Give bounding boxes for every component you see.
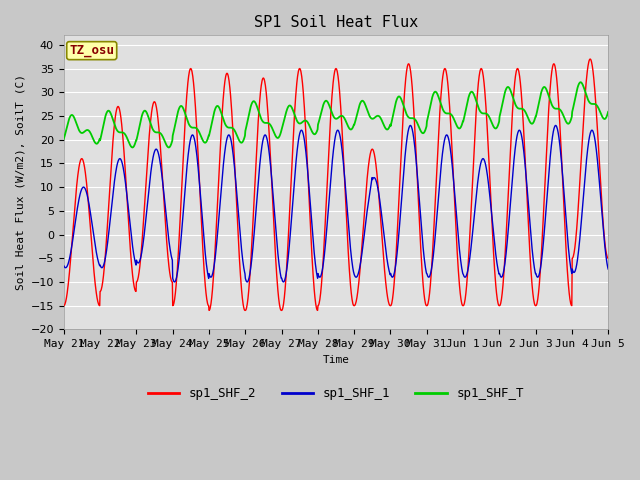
Y-axis label: Soil Heat Flux (W/m2), SoilT (C): Soil Heat Flux (W/m2), SoilT (C) [15,74,25,290]
Text: TZ_osu: TZ_osu [69,44,114,57]
X-axis label: Time: Time [323,355,349,365]
Title: SP1 Soil Heat Flux: SP1 Soil Heat Flux [254,15,418,30]
Legend: sp1_SHF_2, sp1_SHF_1, sp1_SHF_T: sp1_SHF_2, sp1_SHF_1, sp1_SHF_T [143,383,529,406]
